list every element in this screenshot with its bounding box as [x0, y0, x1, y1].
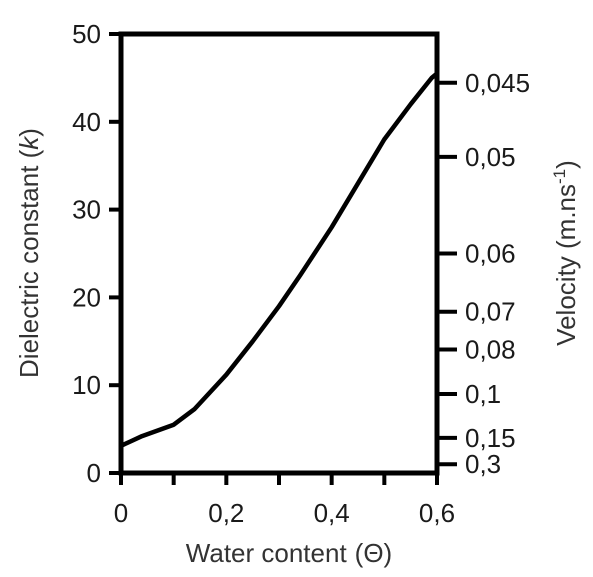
y2-tick-label-0: 0,045 — [465, 68, 530, 98]
y2-tick-label-3: 0,07 — [465, 297, 516, 327]
y2-tick-label-7: 0,3 — [465, 449, 501, 479]
y2-tick-label-1: 0,05 — [465, 142, 516, 172]
y-tick-label-5: 50 — [72, 19, 101, 49]
y2-tick-label-2: 0,06 — [465, 239, 516, 269]
y2-tick-label-4: 0,08 — [465, 335, 516, 365]
y-axis-title: Dielectric constant (k) — [14, 128, 44, 378]
y2-axis-title: Velocity (m.ns-1) — [550, 160, 581, 346]
plot-frame — [118, 31, 440, 476]
x-axis-title: Water content (Θ) — [186, 538, 392, 568]
tick-labels-layer: 0 0,2 0,4 0,6 0 10 20 30 40 50 0,045 0,05 0,06 0,07 0,… — [72, 19, 530, 528]
x-tick-label-0: 0 — [114, 498, 128, 528]
y-tick-label-1: 10 — [72, 370, 101, 400]
ticks-layer — [109, 32, 457, 485]
y2-tick-label-6: 0,15 — [465, 423, 516, 453]
y-tick-label-4: 40 — [72, 107, 101, 137]
y-tick-label-3: 30 — [72, 195, 101, 225]
x-tick-label-2: 0,2 — [208, 498, 244, 528]
y-tick-label-0: 0 — [87, 458, 101, 488]
series-line-dielectric — [118, 71, 440, 449]
y2-tick-label-5: 0,1 — [465, 379, 501, 409]
y-tick-label-2: 20 — [72, 282, 101, 312]
x-tick-label-4: 0,4 — [314, 498, 350, 528]
x-tick-label-6: 0,6 — [419, 498, 455, 528]
